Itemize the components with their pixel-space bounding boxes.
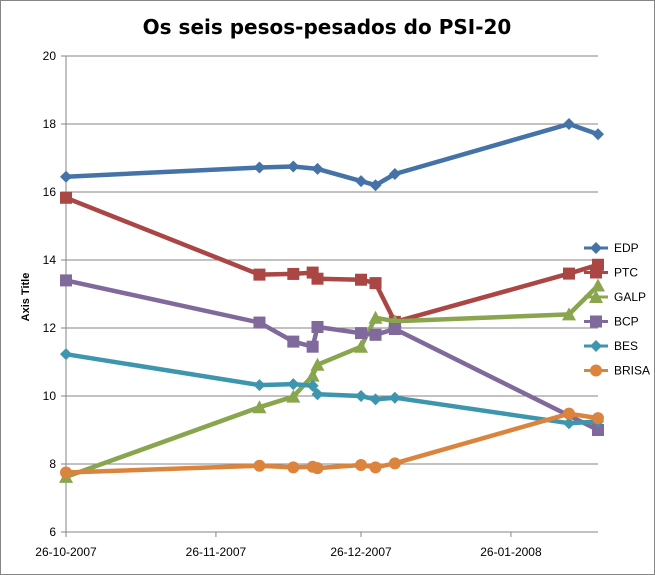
series-line-bcp (63, 278, 601, 433)
x-tick-label: 26-11-2007 (186, 545, 247, 559)
data-point-bes (562, 417, 575, 430)
data-point-brisa (60, 466, 72, 479)
data-point-brisa (311, 462, 324, 475)
y-tick-label: 6 (49, 525, 56, 539)
legend-swatch-marker (589, 290, 603, 303)
series-line-bes (63, 351, 601, 426)
y-tick-label: 18 (43, 117, 57, 131)
data-point-edp (355, 175, 368, 188)
data-point-bes (60, 348, 72, 361)
data-point-bes (369, 393, 382, 406)
data-point-bes (388, 391, 401, 404)
data-point-edp (287, 160, 300, 173)
x-tick-label: 26-12-2007 (330, 545, 392, 559)
legend-label-brisa: BRISA (614, 364, 650, 378)
data-point-bcp (388, 323, 401, 336)
series-line-brisa (63, 411, 601, 475)
gridlines (66, 55, 598, 465)
data-point-galp (310, 357, 325, 371)
data-point-ptc (60, 191, 72, 204)
data-point-ptc (562, 267, 575, 280)
data-point-galp (286, 389, 301, 403)
data-point-brisa (355, 459, 368, 472)
series-line-ptc (63, 195, 601, 325)
data-point-bes (253, 379, 266, 392)
data-point-bes (311, 388, 324, 401)
legend: EDP PTC GALP BCP BES BRISA (584, 241, 650, 378)
legend-label-bes: BES (614, 339, 638, 353)
data-point-bcp (311, 320, 324, 333)
data-point-edp (311, 162, 324, 175)
data-point-bes (287, 378, 300, 391)
legend-item-bes: BES (584, 339, 638, 353)
legend-swatch-marker (590, 242, 602, 254)
data-point-edp (60, 170, 72, 183)
data-point-brisa (592, 412, 604, 425)
y-tick-label: 16 (43, 185, 57, 199)
series-edp (60, 118, 604, 192)
y-tick-label: 8 (49, 457, 56, 471)
legend-label-ptc: PTC (614, 266, 638, 280)
data-point-ptc (311, 272, 324, 285)
series-brisa (60, 407, 604, 479)
series-group (59, 118, 605, 483)
data-point-galp (368, 310, 383, 324)
legend-label-bcp: BCP (614, 315, 639, 329)
data-point-brisa (388, 457, 401, 470)
legend-item-ptc: PTC (584, 266, 638, 280)
series-bcp (60, 274, 604, 436)
data-point-ptc (355, 273, 368, 286)
data-point-galp (354, 339, 369, 353)
series-galp (59, 278, 605, 483)
data-point-edp (369, 179, 382, 192)
data-point-galp (252, 400, 267, 414)
data-point-ptc (287, 267, 300, 280)
legend-label-edp: EDP (614, 241, 639, 255)
legend-label-galp: GALP (614, 290, 646, 304)
legend-item-brisa: BRISA (584, 364, 650, 378)
data-point-edp (388, 167, 401, 180)
y-tick-label: 20 (43, 49, 57, 63)
axes: 6 8 10 12 14 16 18 20 26-10-2007 26-11-2007 26-12-… (35, 49, 598, 559)
y-tick-label: 12 (43, 321, 57, 335)
data-point-bes (355, 390, 368, 402)
data-point-bcp (369, 328, 382, 341)
data-point-galp (591, 278, 605, 292)
data-point-bcp (306, 340, 319, 353)
x-tick-label: 26-10-2007 (35, 545, 97, 559)
legend-swatch-marker (590, 266, 602, 279)
data-point-ptc (253, 268, 266, 281)
data-point-bcp (253, 316, 266, 329)
data-point-bcp (592, 424, 604, 436)
data-point-galp (561, 307, 576, 321)
y-tick-label: 10 (43, 389, 57, 403)
legend-item-bcp: BCP (584, 315, 639, 329)
data-point-edp (253, 161, 266, 174)
data-point-brisa (287, 461, 300, 474)
data-point-brisa (562, 407, 575, 420)
data-point-edp (562, 118, 575, 130)
y-tick-label: 14 (43, 253, 57, 267)
series-line-edp (63, 121, 601, 188)
chart-title: Os seis pesos-pesados do PSI-20 (143, 15, 512, 39)
data-point-edp (592, 128, 604, 141)
series-line-galp (63, 283, 601, 480)
data-point-brisa (253, 459, 266, 472)
data-point-brisa (369, 461, 382, 474)
legend-swatch-marker (590, 315, 602, 328)
data-point-bcp (60, 274, 72, 287)
legend-item-edp: EDP (584, 241, 639, 255)
legend-swatch-marker (590, 340, 602, 352)
data-point-ptc (369, 277, 382, 290)
data-point-bcp (287, 335, 300, 348)
data-point-galp (305, 368, 320, 382)
legend-item-galp: GALP (584, 290, 646, 304)
y-axis-title: Axis Title (20, 273, 32, 322)
data-point-bes (306, 379, 319, 392)
data-point-bcp (355, 327, 368, 340)
legend-swatch-marker (590, 364, 602, 377)
x-tick-label: 26-01-2008 (480, 545, 542, 559)
